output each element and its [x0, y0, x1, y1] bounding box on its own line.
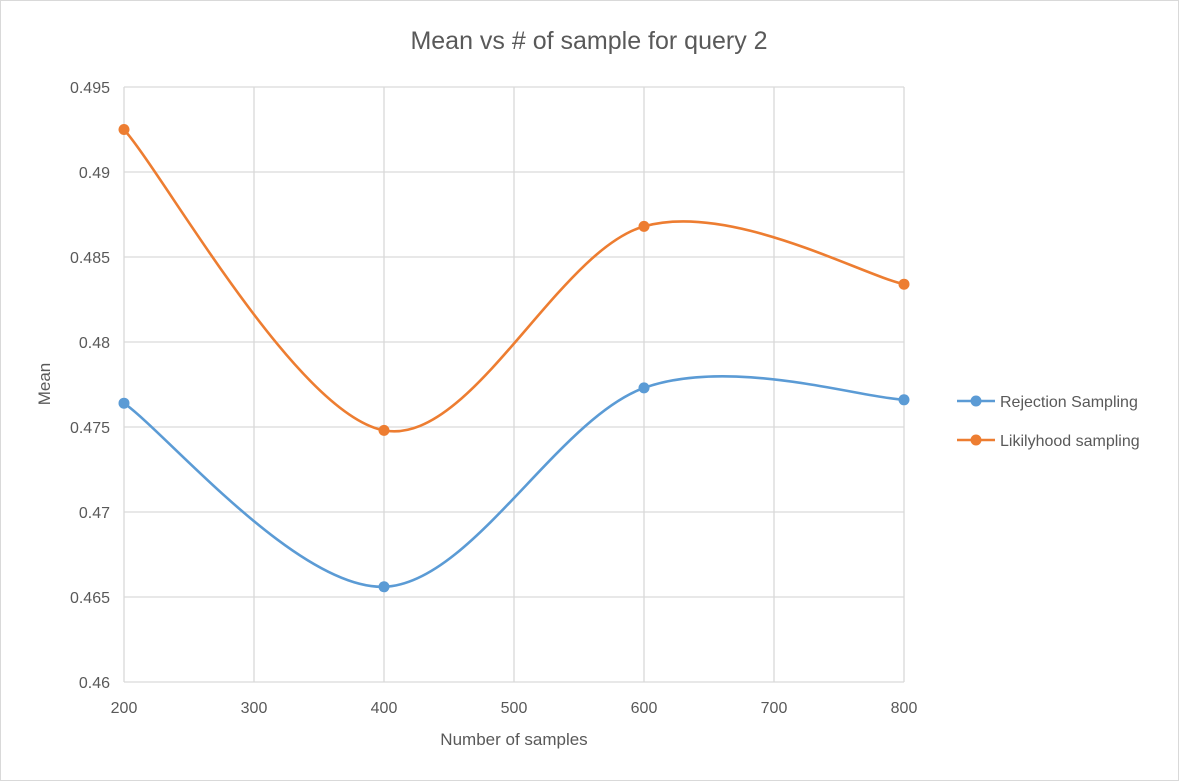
- data-point-rejection-sampling: [638, 382, 650, 394]
- x-tick-label: 300: [241, 700, 268, 717]
- x-tick-label: 800: [891, 700, 918, 717]
- series-line-likilyhood-sampling: [122, 128, 906, 433]
- y-tick-label: 0.49: [79, 165, 110, 182]
- series-markers: [118, 124, 910, 593]
- grid: [123, 86, 905, 683]
- x-axis-title: Number of samples: [440, 730, 587, 749]
- legend-label-likilyhood-sampling: Likilyhood sampling: [1000, 433, 1140, 450]
- y-axis-title: Mean: [35, 363, 54, 406]
- legend-item-rejection-sampling: Rejection Sampling: [957, 394, 1138, 411]
- x-tick-label: 600: [631, 700, 658, 717]
- legend-item-likilyhood-sampling: Likilyhood sampling: [957, 433, 1140, 450]
- legend-marker-likilyhood-sampling: [970, 434, 982, 446]
- legend: Rejection Sampling Likilyhood sampling: [957, 394, 1140, 450]
- y-tick-label: 0.47: [79, 505, 110, 522]
- x-axis-ticks: 200 300 400 500 600 700 800: [111, 700, 918, 717]
- data-point-likilyhood-sampling: [898, 278, 910, 290]
- y-axis-ticks: 0.46 0.465 0.47 0.475 0.48 0.485 0.49 0.495: [70, 80, 110, 692]
- x-tick-label: 400: [371, 700, 398, 717]
- y-tick-label: 0.48: [79, 335, 110, 352]
- series-line-rejection-sampling: [122, 375, 906, 589]
- y-tick-label: 0.465: [70, 590, 110, 607]
- y-tick-label: 0.485: [70, 250, 110, 267]
- x-tick-label: 700: [761, 700, 788, 717]
- legend-label-rejection-sampling: Rejection Sampling: [1000, 394, 1138, 411]
- chart-title: Mean vs # of sample for query 2: [410, 27, 767, 55]
- y-tick-label: 0.46: [79, 675, 110, 692]
- x-tick-label: 500: [501, 700, 528, 717]
- data-point-rejection-sampling: [898, 394, 910, 406]
- data-point-likilyhood-sampling: [378, 424, 390, 436]
- series-lines: [122, 128, 906, 589]
- y-tick-label: 0.475: [70, 420, 110, 437]
- data-point-likilyhood-sampling: [118, 124, 130, 135]
- legend-marker-rejection-sampling: [970, 395, 982, 407]
- x-tick-label: 200: [111, 700, 138, 717]
- data-point-likilyhood-sampling: [638, 220, 650, 232]
- data-point-rejection-sampling: [378, 581, 390, 593]
- y-tick-label: 0.495: [70, 80, 110, 97]
- data-point-rejection-sampling: [118, 397, 130, 409]
